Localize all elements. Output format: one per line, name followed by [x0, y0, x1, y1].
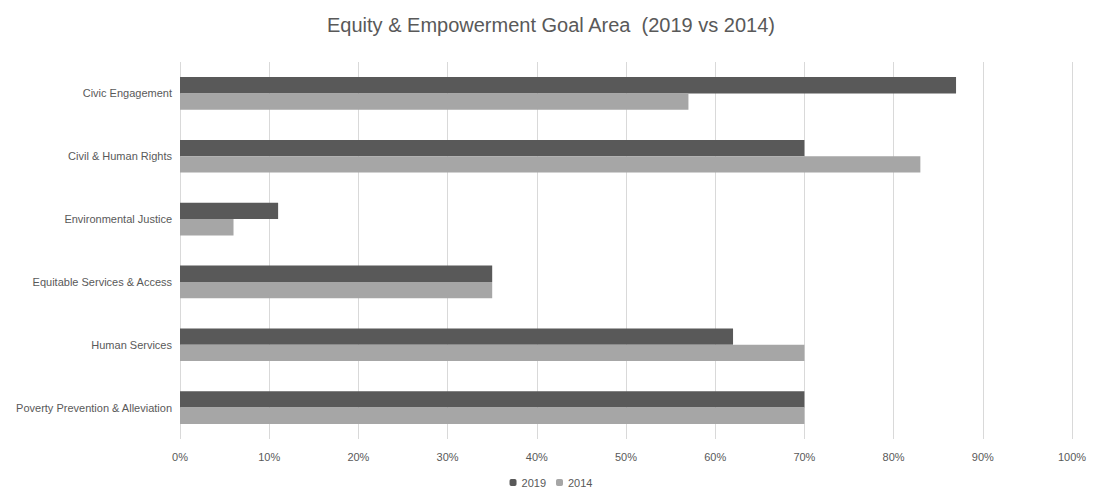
svg-text:50%: 50%: [615, 451, 637, 463]
svg-text:40%: 40%: [526, 451, 548, 463]
svg-text:Civic Engagement: Civic Engagement: [83, 87, 172, 99]
svg-text:80%: 80%: [883, 451, 905, 463]
svg-text:2014: 2014: [568, 477, 592, 489]
svg-text:Poverty Prevention & Alleviati: Poverty Prevention & Alleviation: [16, 402, 172, 414]
svg-text:2019: 2019: [522, 477, 546, 489]
svg-text:Civil & Human Rights: Civil & Human Rights: [68, 150, 172, 162]
svg-text:Human Services: Human Services: [91, 339, 172, 351]
svg-text:0%: 0%: [172, 451, 188, 463]
svg-text:20%: 20%: [347, 451, 369, 463]
svg-text:60%: 60%: [704, 451, 726, 463]
svg-text:Equitable Services & Access: Equitable Services & Access: [33, 276, 173, 288]
svg-text:Equity & Empowerment Goal Area: Equity & Empowerment Goal Area (2019 vs …: [327, 14, 775, 36]
svg-text:Environmental Justice: Environmental Justice: [64, 213, 172, 225]
svg-text:10%: 10%: [258, 451, 280, 463]
svg-text:100%: 100%: [1058, 451, 1086, 463]
svg-text:70%: 70%: [793, 451, 815, 463]
svg-text:30%: 30%: [437, 451, 459, 463]
svg-text:90%: 90%: [972, 451, 994, 463]
